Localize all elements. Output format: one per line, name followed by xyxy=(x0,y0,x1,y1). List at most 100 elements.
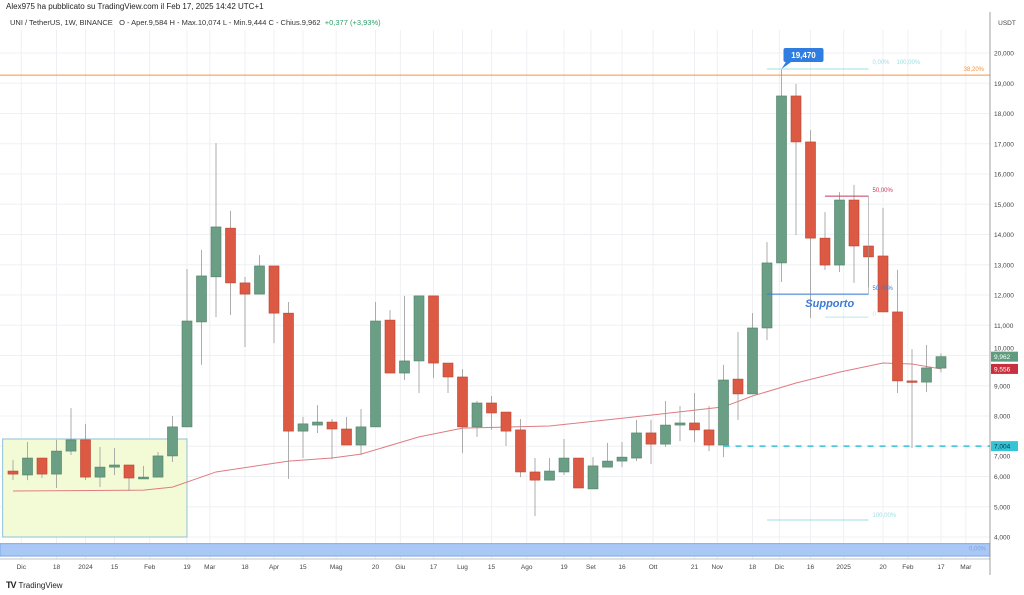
x-tick-label: Apr xyxy=(269,564,280,571)
candle-body xyxy=(848,199,860,247)
candle-body xyxy=(167,426,178,457)
candle-body xyxy=(703,429,715,446)
x-tick-label: 15 xyxy=(299,564,307,571)
x-tick-label: 17 xyxy=(430,564,438,571)
candle-body xyxy=(877,255,889,313)
price-axis-bg xyxy=(990,12,1024,567)
range-box xyxy=(2,438,188,538)
publisher-line: Alex975 ha pubblicato su TradingView.com… xyxy=(6,2,264,11)
candle-body xyxy=(805,141,816,239)
candle-body xyxy=(892,311,903,382)
high-callout-label: 19,470 xyxy=(791,51,816,60)
orange-level-label: 38,20% xyxy=(964,67,985,73)
high-callout-box xyxy=(783,48,824,63)
candle-body xyxy=(399,360,410,374)
y-tick-label: 17,000 xyxy=(994,141,1014,148)
price-label-badge xyxy=(991,363,1018,374)
symbol-legend: UNI / TetherUS, 1W, BINANCE O - Aper.9,5… xyxy=(10,18,381,27)
candle-body xyxy=(7,470,19,475)
fib-bottom-label: 100,00% xyxy=(873,513,897,519)
candle-body xyxy=(544,470,555,481)
candle-body xyxy=(36,457,48,475)
y-tick-label: 4,000 xyxy=(994,535,1011,542)
x-tick-label: Mag xyxy=(330,564,343,571)
x-tick-label: Ago xyxy=(521,564,533,571)
y-tick-label: 16,000 xyxy=(994,172,1014,179)
x-tick-label: 17 xyxy=(937,564,945,571)
candle-body xyxy=(181,320,193,428)
tradingview-logo-icon: TV xyxy=(6,580,16,590)
high-callout-pointer xyxy=(781,61,793,70)
candle-body xyxy=(819,237,831,266)
x-tick-label: 20 xyxy=(879,564,887,571)
x-tick-label: 2024 xyxy=(78,564,93,571)
candle-body xyxy=(268,265,280,314)
candle-body xyxy=(645,432,657,445)
x-tick-label: Mar xyxy=(960,564,972,571)
candle-body xyxy=(486,402,497,414)
candle-body xyxy=(689,422,700,431)
candle-body xyxy=(225,227,236,284)
ohlc-values: O - Aper.9,584 H - Max.10,074 L - Min.9,… xyxy=(119,18,321,27)
price-change: +0,377 (+3,93%) xyxy=(324,18,381,27)
candle-body xyxy=(80,439,91,478)
x-tick-label: Feb xyxy=(902,564,914,571)
y-tick-label: 18,000 xyxy=(994,111,1014,118)
y-tick-label: 10,000 xyxy=(994,346,1014,353)
candle-body xyxy=(196,275,207,323)
support-label: Supporto xyxy=(805,298,854,310)
x-tick-label: 18 xyxy=(749,564,757,571)
candle-body xyxy=(674,422,686,426)
x-tick-label: Feb xyxy=(144,564,156,571)
x-tick-label: 20 xyxy=(372,564,380,571)
candle-body xyxy=(660,424,671,445)
candle-body xyxy=(442,362,454,378)
candle-body xyxy=(573,457,584,489)
candles xyxy=(7,69,947,517)
x-tick-label: Giu xyxy=(395,564,406,571)
fib-top-label-a: 0,00% xyxy=(873,60,891,66)
x-tick-label: 16 xyxy=(618,564,626,571)
symbol-name[interactable]: UNI / TetherUS, 1W, BINANCE xyxy=(10,18,113,27)
y-tick-label: 19,000 xyxy=(994,81,1014,88)
x-tick-label: 18 xyxy=(53,564,61,571)
y-tick-label: 15,000 xyxy=(994,202,1014,209)
y-tick-label: 8,000 xyxy=(994,414,1011,421)
x-tick-label: 15 xyxy=(488,564,496,571)
candle-body xyxy=(65,439,77,452)
candle-body xyxy=(529,471,541,481)
x-tick-label: 18 xyxy=(241,564,249,571)
candle-body xyxy=(747,327,758,395)
price-label-badge xyxy=(991,441,1018,452)
price-label-text: 7,004 xyxy=(994,444,1011,451)
y-tick-label: 13,000 xyxy=(994,262,1014,269)
candle-body xyxy=(283,312,294,432)
candle-body xyxy=(297,423,309,432)
x-tick-label: Lug xyxy=(457,564,468,571)
fib-50-red-label: 50,00% xyxy=(873,188,894,194)
x-tick-label: 16 xyxy=(807,564,815,571)
candle-body xyxy=(761,262,773,329)
currency-label: USDT xyxy=(998,20,1016,27)
candle-body xyxy=(355,426,367,446)
candle-body xyxy=(631,432,642,459)
x-tick-label: 19 xyxy=(183,564,191,571)
candle-body xyxy=(326,421,338,430)
bottom-band xyxy=(0,543,991,557)
candle-body xyxy=(935,356,947,369)
candle-body xyxy=(138,476,149,480)
candle-body xyxy=(239,282,251,295)
tradingview-logo[interactable]: TV TradingView xyxy=(6,580,63,590)
price-axis[interactable]: USDT 4,000 5,000 6,000 7,000 8,000 9,000 10,000… xyxy=(989,12,1024,575)
candle-body xyxy=(457,376,468,428)
candle-body xyxy=(413,295,425,362)
candle-body xyxy=(776,95,787,264)
x-tick-label: 21 xyxy=(691,564,699,571)
candle-body xyxy=(370,320,381,428)
candle-body xyxy=(906,380,918,383)
candle-body xyxy=(152,455,164,478)
time-axis[interactable]: Dic 18 2024 15 Feb 19 Mar 18 Apr 15 Mag 20 Giu 17 Lug 1… xyxy=(0,558,990,571)
candle-body xyxy=(22,457,33,476)
x-tick-label: 19 xyxy=(560,564,568,571)
